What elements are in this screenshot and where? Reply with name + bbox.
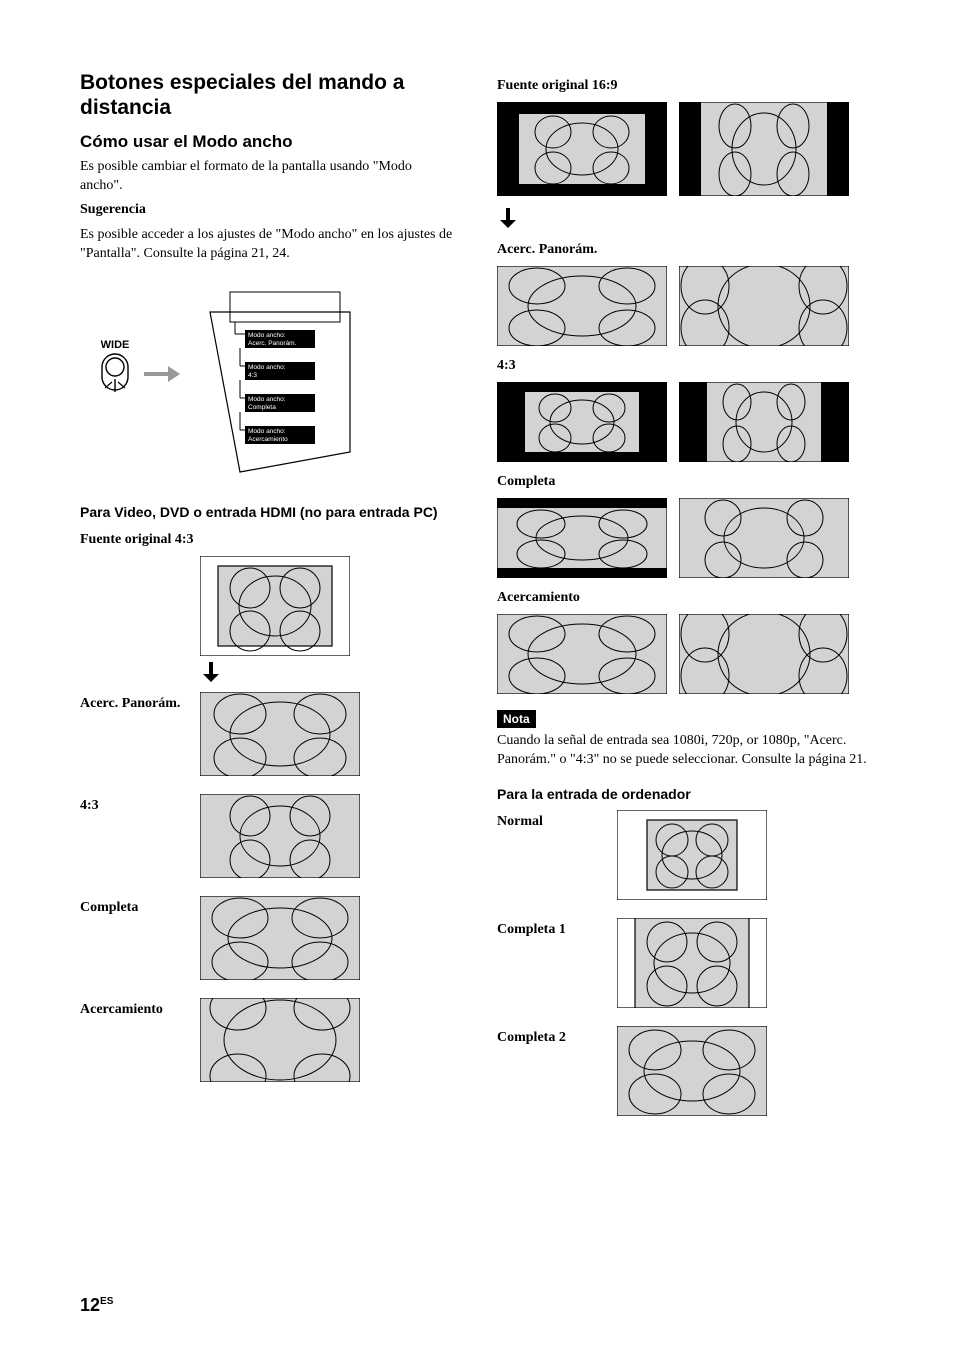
pc-normal: Normal (497, 810, 874, 900)
src-43-label: Fuente original 4:3 (80, 532, 457, 548)
label-acercamiento: Acercamiento (497, 590, 874, 606)
svg-text:Acercamiento: Acercamiento (248, 436, 288, 443)
mode-acercamiento: Acercamiento (80, 998, 457, 1082)
src-43-figure (200, 556, 457, 656)
svg-text:4:3: 4:3 (248, 372, 257, 379)
pc-completa1: Completa 1 (497, 918, 874, 1008)
acerc-169-figures (497, 614, 874, 694)
svg-text:Modo ancho:: Modo ancho: (248, 332, 286, 339)
svg-text:Modo ancho:: Modo ancho: (248, 396, 286, 403)
wide-button-label: WIDE (101, 339, 130, 351)
down-arrow-icon (497, 206, 847, 230)
page-number: 12ES (80, 1295, 113, 1316)
svg-text:Completa: Completa (248, 404, 276, 411)
mode-completa: Completa (80, 896, 457, 980)
nota-text: Cuando la señal de entrada sea 1080i, 72… (497, 732, 874, 770)
label-completa: Completa (497, 474, 874, 490)
down-arrow-icon (200, 660, 350, 684)
sub-heading: Cómo usar el Modo ancho (80, 132, 457, 152)
main-heading: Botones especiales del mando a distancia (80, 70, 457, 120)
tip-text: Es posible acceder a los ajustes de "Mod… (80, 226, 457, 264)
mode-43: 4:3 (80, 794, 457, 878)
src-169-label: Fuente original 16:9 (497, 78, 874, 94)
label-acerc-panoram: Acerc. Panorám. (497, 242, 874, 258)
src-169-figures (497, 102, 874, 196)
pc-heading: Para la entrada de ordenador (497, 786, 874, 802)
nota-badge: Nota (497, 710, 536, 728)
svg-text:Modo ancho:: Modo ancho: (248, 364, 286, 371)
label-43: 4:3 (497, 358, 874, 374)
pc-completa2: Completa 2 (497, 1026, 874, 1116)
svg-text:Modo ancho:: Modo ancho: (248, 428, 286, 435)
wide-osd-diagram: WIDE Modo ancho: Acerc. Panorám. (80, 282, 457, 482)
video-dvd-heading: Para Video, DVD o entrada HDMI (no para … (80, 504, 457, 520)
completa-169-figures (497, 498, 874, 578)
intro-text: Es posible cambiar el formato de la pant… (80, 158, 457, 196)
mode-acerc-panoram: Acerc. Panorám. (80, 692, 457, 776)
r43-169-figures (497, 382, 874, 462)
ap-169-figures (497, 266, 874, 346)
svg-text:Acerc. Panorám.: Acerc. Panorám. (248, 340, 297, 347)
tip-label: Sugerencia (80, 202, 457, 218)
